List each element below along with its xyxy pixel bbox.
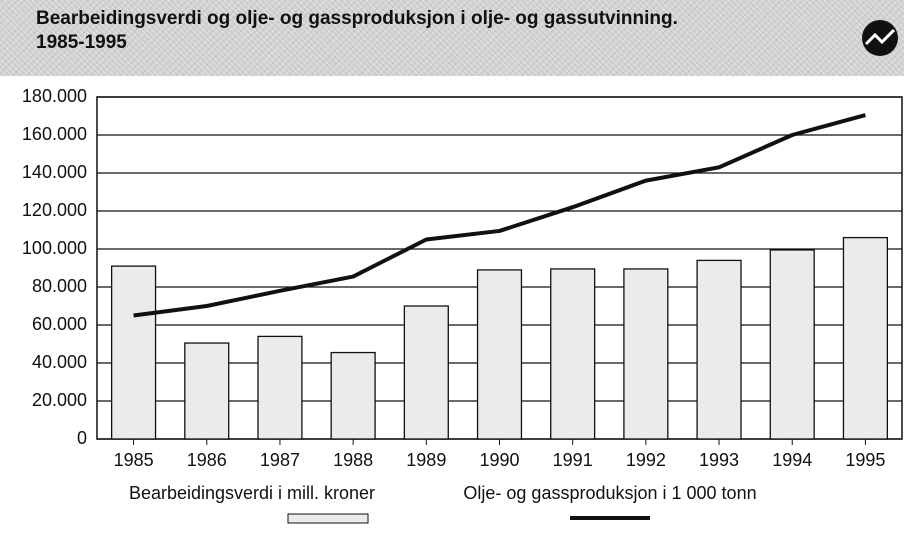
y-tick-label: 0	[77, 428, 87, 448]
bar	[403, 305, 449, 440]
x-tick-label: 1989	[406, 450, 446, 470]
bar	[623, 268, 669, 440]
legend-label: Bearbeidingsverdi i mill. kroner	[129, 483, 375, 503]
x-tick-label: 1988	[333, 450, 373, 470]
x-tick-label: 1987	[260, 450, 300, 470]
bar	[110, 265, 157, 440]
legend-label: Olje- og gassproduksjon i 1 000 tonn	[463, 483, 756, 503]
bar	[330, 351, 376, 440]
x-tick-label: 1985	[114, 450, 154, 470]
y-tick-label: 80.000	[32, 276, 87, 296]
y-tick-label: 120.000	[22, 200, 87, 220]
x-tick-label: 1986	[187, 450, 227, 470]
y-tick-label: 60.000	[32, 314, 87, 334]
y-tick-label: 180.000	[22, 86, 87, 106]
chart-subtitle: 1985-1995	[36, 32, 127, 53]
bar	[550, 268, 596, 440]
bar	[184, 342, 230, 440]
x-tick-label: 1993	[699, 450, 739, 470]
y-tick-label: 100.000	[22, 238, 87, 258]
bar	[257, 335, 303, 440]
bar	[476, 269, 523, 440]
legend-swatch	[287, 513, 369, 524]
x-tick-label: 1992	[626, 450, 666, 470]
chart-title: Bearbeidingsverdi og olje- og gassproduk…	[36, 8, 678, 29]
y-tick-label: 140.000	[22, 162, 87, 182]
y-tick-label: 40.000	[32, 352, 87, 372]
x-tick-label: 1994	[772, 450, 812, 470]
header: Bearbeidingsverdi og olje- og gassproduk…	[0, 0, 904, 76]
logo	[862, 20, 898, 56]
y-tick-label: 20.000	[32, 390, 87, 410]
line	[133, 113, 866, 318]
y-tick-label: 160.000	[22, 124, 87, 144]
x-tick-label: 1990	[479, 450, 519, 470]
bar	[769, 249, 815, 440]
bar	[842, 236, 889, 440]
x-tick-label: 1995	[845, 450, 885, 470]
bar	[696, 259, 742, 440]
x-tick-label: 1991	[553, 450, 593, 470]
